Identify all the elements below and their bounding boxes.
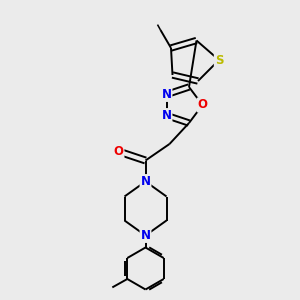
Text: O: O [197, 98, 208, 112]
Text: N: N [140, 175, 151, 188]
Text: N: N [161, 88, 172, 101]
Text: S: S [215, 53, 223, 67]
Text: N: N [140, 229, 151, 242]
Text: O: O [113, 145, 124, 158]
Text: N: N [161, 109, 172, 122]
